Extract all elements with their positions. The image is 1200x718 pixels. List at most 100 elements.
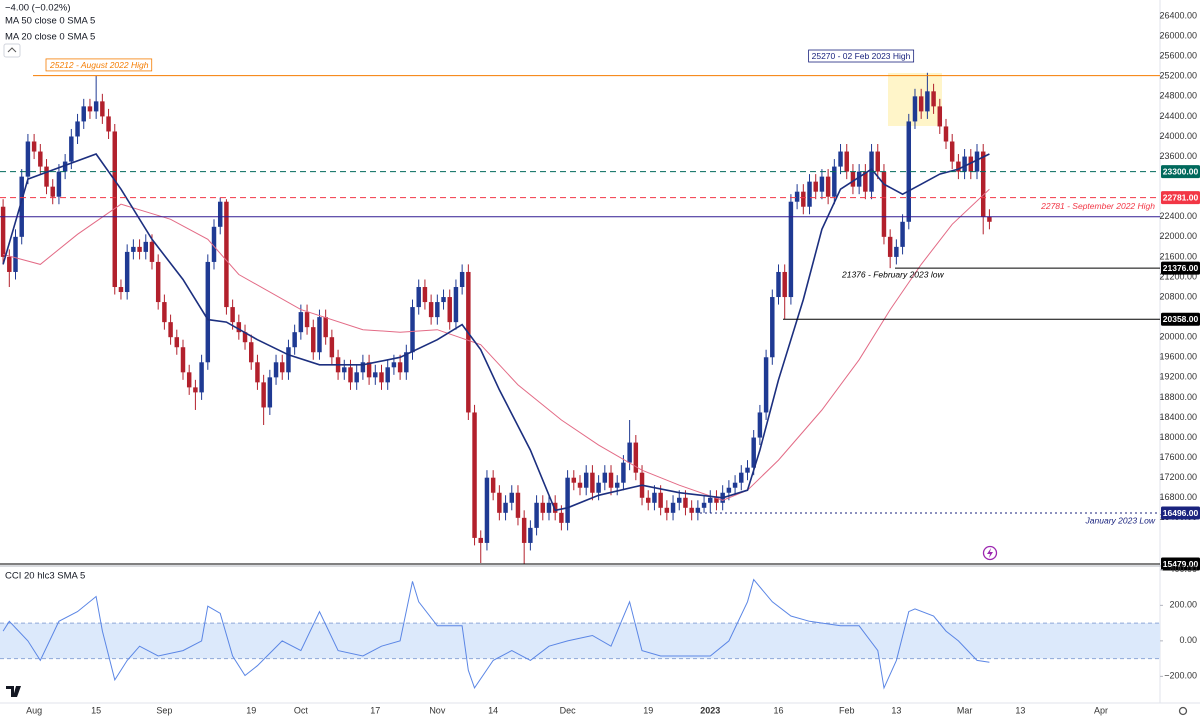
x-tick-label: 19 bbox=[246, 705, 256, 715]
candle-body bbox=[751, 437, 756, 468]
candle-body bbox=[801, 191, 806, 207]
candle-body bbox=[453, 287, 459, 323]
candle-body bbox=[199, 362, 204, 393]
price-tag bbox=[1161, 557, 1200, 571]
candle-body bbox=[962, 156, 967, 172]
candle-body bbox=[366, 362, 372, 378]
level-label: 21376 - February 2023 low bbox=[841, 269, 944, 279]
candle-body bbox=[968, 156, 974, 172]
candle-body bbox=[608, 472, 614, 488]
x-tick-label: Sep bbox=[156, 705, 172, 715]
candle-body bbox=[261, 382, 266, 408]
candle-body bbox=[906, 121, 912, 222]
candle-body bbox=[69, 136, 74, 162]
candle-body bbox=[360, 362, 366, 373]
price-tag bbox=[1161, 191, 1200, 205]
x-tick-label: 17 bbox=[370, 705, 380, 715]
candle-body bbox=[832, 166, 837, 197]
cci-title: CCI 20 hlc3 SMA 5 bbox=[5, 571, 85, 582]
y-tick-label: 22000.00 bbox=[1159, 231, 1197, 241]
candle-body bbox=[726, 487, 732, 493]
candle-body bbox=[987, 216, 992, 222]
candle-body bbox=[205, 261, 211, 363]
candle-body bbox=[304, 312, 310, 328]
candle-body bbox=[646, 497, 651, 503]
price-tag-label: 23300.00 bbox=[1163, 166, 1199, 176]
candle-body bbox=[863, 171, 868, 192]
x-tick-label: Aug bbox=[26, 705, 42, 715]
level-label: 22781 - September 2022 High bbox=[1040, 201, 1155, 211]
candle-body bbox=[38, 151, 43, 167]
candle-body bbox=[75, 121, 80, 137]
candle-body bbox=[918, 96, 924, 112]
candle-body bbox=[949, 141, 955, 162]
candle-body bbox=[813, 181, 818, 192]
y-tick-label: 25200.00 bbox=[1159, 71, 1197, 81]
candle-body bbox=[447, 297, 452, 323]
candle-body bbox=[13, 236, 18, 272]
candle-body bbox=[943, 126, 949, 142]
candle-body bbox=[186, 372, 192, 388]
settings-icon[interactable] bbox=[1178, 706, 1188, 716]
price-tag-label: 20358.00 bbox=[1163, 314, 1199, 324]
candle-body bbox=[174, 337, 180, 348]
candle-body bbox=[168, 322, 173, 338]
candle-body bbox=[838, 151, 843, 167]
y-tick-label: 23600.00 bbox=[1159, 151, 1197, 161]
price-tag-label: 16496.00 bbox=[1163, 508, 1199, 518]
y-tick-label: 400.00 bbox=[1169, 564, 1197, 574]
candle-body bbox=[708, 497, 713, 503]
candle-body bbox=[25, 141, 31, 177]
candle-body bbox=[435, 302, 440, 318]
candle-body bbox=[410, 307, 415, 353]
y-tick-label: 26000.00 bbox=[1159, 31, 1197, 41]
candle-body bbox=[323, 317, 328, 338]
candle-body bbox=[93, 101, 99, 112]
candle-body bbox=[62, 161, 68, 172]
candle-body bbox=[81, 106, 86, 122]
candle-body bbox=[416, 287, 421, 308]
y-tick-label: 0.00 bbox=[1179, 635, 1197, 645]
candle-body bbox=[807, 181, 812, 207]
y-tick-label: 20800.00 bbox=[1159, 291, 1197, 301]
candle-body bbox=[819, 176, 825, 192]
candle-body bbox=[0, 206, 6, 257]
candle-body bbox=[503, 502, 508, 513]
y-tick-label: 18000.00 bbox=[1159, 432, 1197, 442]
candle-body bbox=[825, 176, 831, 197]
y-tick-label: 18800.00 bbox=[1159, 392, 1197, 402]
candle-body bbox=[732, 482, 738, 488]
price-tag-label: 22781.00 bbox=[1163, 192, 1199, 202]
x-tick-label: 13 bbox=[891, 705, 901, 715]
candle-body bbox=[7, 256, 12, 272]
candle-body bbox=[397, 362, 403, 373]
y-tick-label: 25600.00 bbox=[1159, 51, 1197, 61]
candle-body bbox=[701, 502, 707, 508]
candle-body bbox=[583, 472, 589, 488]
candle-body bbox=[956, 161, 961, 172]
y-tick-label: 18400.00 bbox=[1159, 412, 1197, 422]
candle-body bbox=[162, 302, 167, 323]
candle-body bbox=[571, 477, 577, 483]
candle-body bbox=[44, 166, 49, 187]
candle-body bbox=[552, 502, 558, 513]
level-label: January 2023 Low bbox=[1085, 515, 1156, 525]
candle-body bbox=[739, 472, 744, 483]
candle-body bbox=[236, 322, 242, 333]
candle-body bbox=[100, 101, 105, 117]
y-tick-label: 24800.00 bbox=[1159, 91, 1197, 101]
candle-body bbox=[255, 362, 260, 383]
candle-body bbox=[478, 537, 483, 543]
candle-body bbox=[224, 201, 229, 308]
candle-body bbox=[887, 236, 893, 257]
candle-body bbox=[87, 106, 93, 112]
candle-body bbox=[292, 332, 297, 348]
candle-body bbox=[844, 151, 849, 172]
candle-body bbox=[577, 482, 583, 488]
collapse-button[interactable] bbox=[3, 43, 21, 58]
x-tick-label: 15 bbox=[91, 705, 101, 715]
candle-body bbox=[900, 221, 905, 247]
level-label: 25212 - August 2022 High bbox=[49, 60, 149, 70]
candle-body bbox=[217, 201, 223, 227]
collapse-icon bbox=[7, 47, 17, 53]
